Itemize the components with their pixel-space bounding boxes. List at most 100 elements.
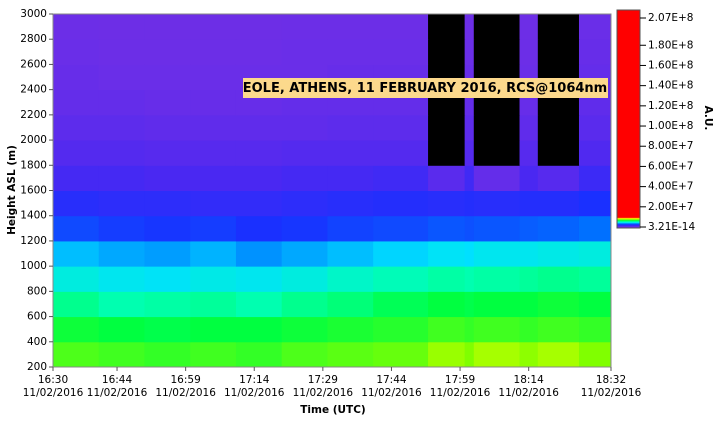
x-tick-sublabel: 11/02/2016 <box>581 387 642 399</box>
cell <box>98 14 145 40</box>
x-axis-label: Time (UTC) <box>300 404 365 416</box>
cell <box>190 240 237 267</box>
cell <box>327 140 374 166</box>
cell <box>327 190 374 217</box>
cell <box>537 14 580 40</box>
cell <box>464 89 475 116</box>
cell <box>578 165 612 191</box>
cell <box>144 190 191 217</box>
cell <box>53 114 100 141</box>
cell <box>190 140 237 166</box>
x-tick-sublabel: 11/02/2016 <box>155 387 216 399</box>
cell <box>98 215 145 242</box>
y-tick-label: 400 <box>27 336 47 348</box>
cell <box>190 190 237 217</box>
colorbar-tick-label: 3.21E-14 <box>648 221 695 233</box>
cell <box>235 316 283 343</box>
cell <box>537 316 580 343</box>
y-tick-label: 2400 <box>20 84 47 96</box>
cell <box>464 140 475 166</box>
cell <box>144 14 191 40</box>
x-tick-sublabel: 11/02/2016 <box>293 387 354 399</box>
x-tick-label: 17:59 <box>445 374 475 386</box>
cell <box>281 240 328 267</box>
annotation-box <box>243 78 608 98</box>
cell <box>519 190 539 217</box>
cell <box>578 114 612 141</box>
cell <box>235 114 283 141</box>
cell <box>428 240 466 267</box>
cell <box>144 114 191 141</box>
cell <box>144 266 191 292</box>
cell <box>473 140 521 166</box>
colorbar-tick-label: 6.00E+7 <box>648 160 694 172</box>
cell <box>519 341 539 368</box>
cell <box>144 240 191 267</box>
cell <box>235 140 283 166</box>
cell <box>373 114 429 141</box>
cell <box>98 190 145 217</box>
colorbar-tick-label: 2.07E+8 <box>648 12 694 24</box>
cell <box>98 89 145 116</box>
cell <box>578 14 612 40</box>
cell <box>281 291 328 318</box>
cell <box>428 114 466 141</box>
cell <box>190 316 237 343</box>
cell <box>53 165 100 191</box>
cell <box>281 215 328 242</box>
cell <box>281 39 328 65</box>
cell <box>537 215 580 242</box>
cell <box>144 165 191 191</box>
cell <box>190 64 237 91</box>
colorbar-tick-label: 4.00E+7 <box>648 181 694 193</box>
cell <box>519 215 539 242</box>
colorbar-tick-label: 1.80E+8 <box>648 39 694 51</box>
cell <box>464 266 475 292</box>
cell <box>464 240 475 267</box>
x-tick-label: 16:30 <box>38 374 68 386</box>
cell <box>464 316 475 343</box>
cell <box>519 140 539 166</box>
cell <box>190 114 237 141</box>
colorbar-tick-label: 1.60E+8 <box>648 59 694 71</box>
y-tick-label: 800 <box>27 285 47 297</box>
cell <box>519 165 539 191</box>
cell <box>53 39 100 65</box>
cell <box>53 316 100 343</box>
cell <box>578 215 612 242</box>
cell <box>473 114 521 141</box>
cell <box>473 341 521 368</box>
cell <box>235 190 283 217</box>
cell <box>373 316 429 343</box>
cell <box>473 190 521 217</box>
cell <box>53 190 100 217</box>
cell <box>98 165 145 191</box>
cell <box>98 64 145 91</box>
cell <box>235 165 283 191</box>
x-tick-sublabel: 11/02/2016 <box>87 387 148 399</box>
cell <box>428 266 466 292</box>
y-tick-label: 1200 <box>20 235 47 247</box>
cell <box>428 39 466 65</box>
cell <box>281 140 328 166</box>
cell <box>428 190 466 217</box>
cell <box>53 341 100 368</box>
y-tick-label: 3000 <box>20 8 47 20</box>
cell <box>190 266 237 292</box>
cell <box>373 14 429 40</box>
cell <box>537 341 580 368</box>
cell <box>235 215 283 242</box>
cell <box>578 140 612 166</box>
x-tick-label: 17:44 <box>376 374 407 386</box>
cell <box>327 215 374 242</box>
x-tick-label: 16:44 <box>102 374 133 386</box>
cell <box>144 39 191 65</box>
cell <box>519 240 539 267</box>
cell <box>473 316 521 343</box>
cell <box>373 39 429 65</box>
cell <box>428 14 466 40</box>
cell <box>578 190 612 217</box>
cell <box>373 190 429 217</box>
cell <box>144 341 191 368</box>
cell <box>98 114 145 141</box>
